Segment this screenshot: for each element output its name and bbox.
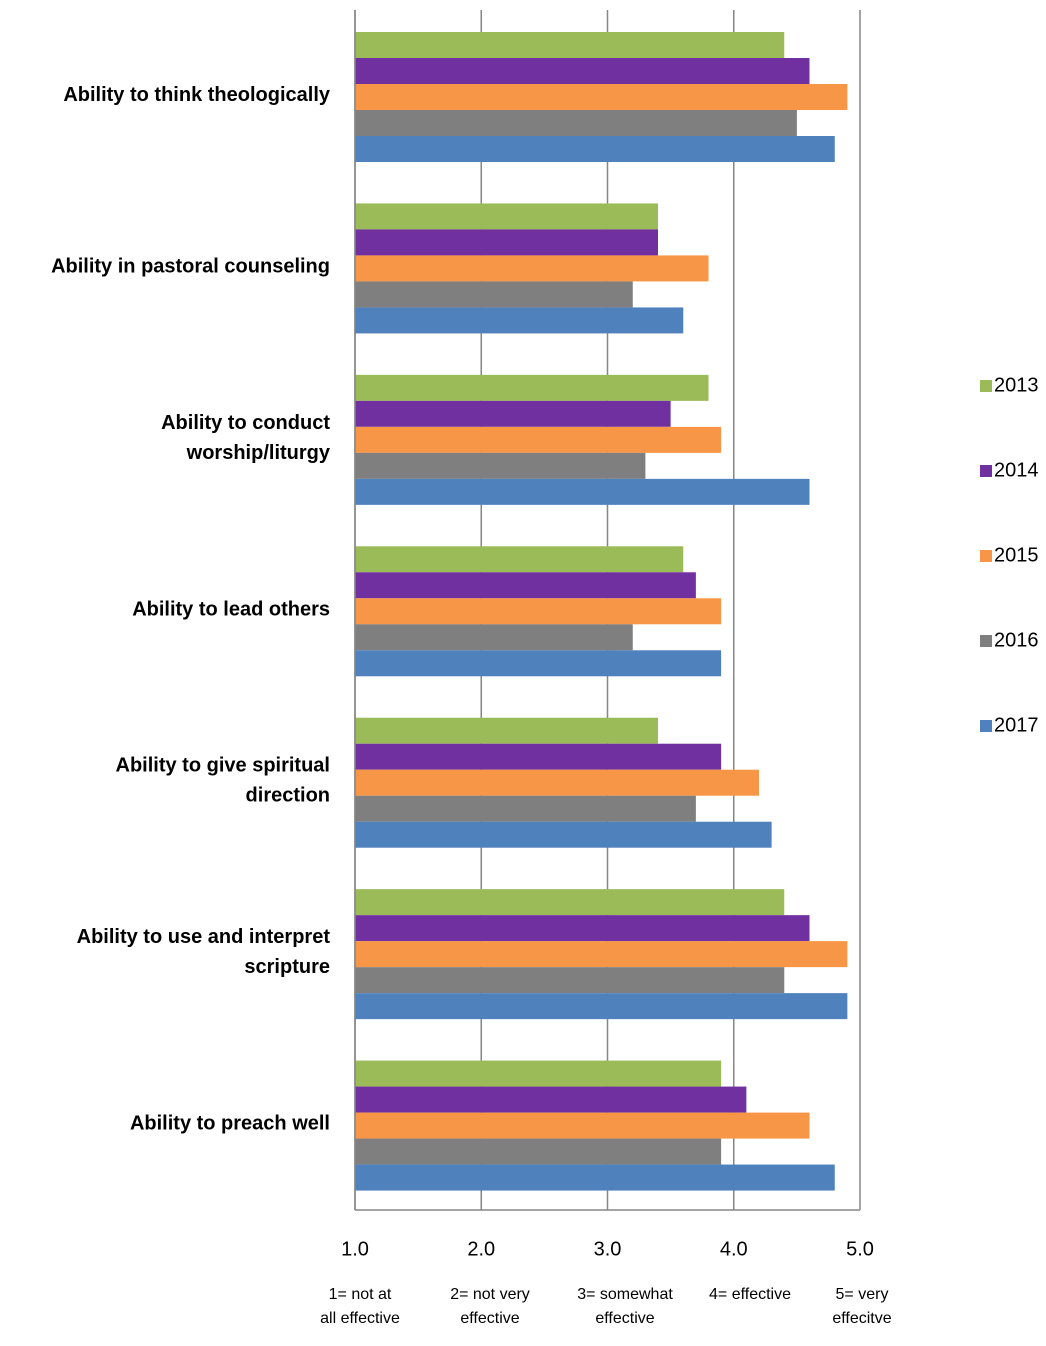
legend-label: 2017 [994, 714, 1039, 736]
legend-label: 2015 [994, 544, 1039, 566]
x-tick-label: 2.0 [467, 1238, 495, 1260]
category-label: Ability to give spiritual [116, 755, 330, 777]
bar [355, 84, 848, 110]
bar [355, 307, 684, 334]
bar [355, 941, 848, 968]
scale-label: 3= somewhat [577, 1286, 673, 1303]
scale-label: effective [595, 1310, 654, 1327]
legend-swatch [980, 380, 992, 392]
legend-swatch [980, 550, 992, 562]
bar [355, 889, 785, 916]
bar [355, 281, 633, 308]
bar [355, 58, 810, 84]
x-tick-label: 1.0 [341, 1238, 369, 1260]
x-tick-label: 4.0 [720, 1238, 748, 1260]
category-label: worship/liturgy [186, 442, 331, 464]
bar [355, 795, 696, 822]
bar [355, 1060, 722, 1087]
bar [355, 717, 658, 744]
bar [355, 624, 633, 651]
scale-label: 2= not very [450, 1286, 530, 1303]
bar [355, 136, 835, 162]
category-label: Ability to use and interpret [77, 926, 331, 948]
scale-label: 5= very [836, 1286, 889, 1303]
bar [355, 32, 785, 58]
category-label: Ability in pastoral counseling [51, 255, 330, 277]
category-label: scripture [244, 956, 330, 978]
bar [355, 255, 709, 282]
bar [355, 743, 722, 770]
scale-label: 4= effective [709, 1286, 791, 1303]
category-label: Ability to lead others [132, 598, 330, 620]
bar [355, 967, 785, 994]
category-label: direction [246, 785, 330, 807]
legend-label: 2014 [994, 459, 1039, 481]
bar [355, 110, 797, 136]
scale-label: effecitve [832, 1310, 891, 1327]
legend-swatch [980, 635, 992, 647]
category-label: Ability to conduct [161, 412, 330, 434]
bar [355, 203, 658, 230]
x-tick-label: 5.0 [846, 1238, 874, 1260]
bar [355, 993, 848, 1020]
bar [355, 546, 684, 573]
bar [355, 374, 709, 401]
category-label: Ability to think theologically [63, 84, 331, 106]
bar [355, 572, 696, 599]
bar [355, 821, 772, 848]
bar [355, 915, 810, 942]
bar [355, 598, 722, 625]
bar [355, 452, 646, 479]
x-tick-label: 3.0 [594, 1238, 622, 1260]
bar [355, 1164, 835, 1191]
bar [355, 400, 671, 427]
scale-label: 1= not at [329, 1286, 392, 1303]
bar [355, 426, 722, 453]
bar [355, 1086, 747, 1113]
legend-label: 2013 [994, 374, 1039, 396]
bar [355, 478, 810, 505]
scale-label: all effective [320, 1310, 400, 1327]
bar [355, 650, 722, 677]
bar [355, 229, 658, 256]
category-label: Ability to preach well [130, 1113, 330, 1135]
scale-label: effective [460, 1310, 519, 1327]
bar [355, 769, 759, 796]
bar [355, 1138, 722, 1165]
legend-swatch [980, 720, 992, 732]
bar [355, 1112, 810, 1139]
legend-swatch [980, 465, 992, 477]
legend-label: 2016 [994, 629, 1039, 651]
